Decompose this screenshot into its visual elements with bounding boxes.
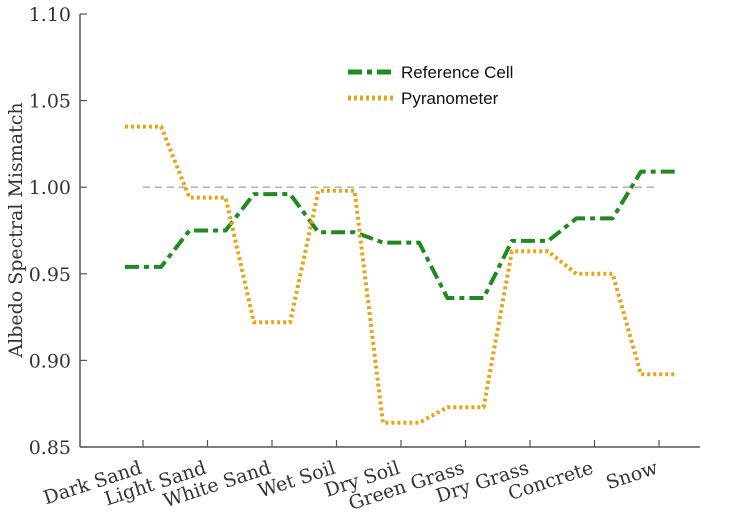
data-point-pyranometer [593, 272, 596, 275]
data-point-pyranometer [206, 196, 209, 199]
data-point-pyranometer [271, 321, 274, 324]
y-axis-title: Albedo Spectral Mismatch [5, 102, 27, 358]
y-tick-label: 0.85 [29, 437, 71, 459]
y-tick-label: 1.00 [29, 177, 71, 199]
data-point-pyranometer [658, 373, 661, 376]
y-tick-label: 1.10 [29, 4, 71, 26]
data-point-reference-cell [593, 217, 596, 220]
y-ticks: 0.85 0.90 0.95 1.00 1.05 1.10 [29, 4, 87, 459]
data-point-pyranometer [335, 189, 338, 192]
data-point-reference-cell [658, 170, 661, 173]
legend: Reference Cell Pyranometer [348, 63, 513, 108]
data-point-reference-cell [464, 297, 467, 300]
series-line-reference-cell [124, 169, 678, 300]
data-point-pyranometer [142, 125, 145, 128]
data-point-reference-cell [529, 239, 532, 242]
y-tick-label: 0.95 [29, 264, 71, 286]
data-point-pyranometer [529, 250, 532, 253]
x-tick-label-snow: Snow [603, 457, 661, 495]
y-tick-label: 1.05 [29, 91, 71, 113]
legend-label-reference-cell: Reference Cell [401, 63, 513, 82]
data-point-reference-cell [335, 231, 338, 234]
legend-label-pyranometer: Pyranometer [401, 89, 499, 108]
data-point-reference-cell [142, 265, 145, 268]
data-point-reference-cell [400, 241, 403, 244]
data-point-reference-cell [271, 193, 274, 196]
series-group [124, 124, 678, 425]
data-point-reference-cell [206, 229, 209, 232]
data-point-pyranometer [464, 406, 467, 409]
y-tick-label: 0.90 [29, 350, 71, 372]
data-point-pyranometer [400, 421, 403, 424]
